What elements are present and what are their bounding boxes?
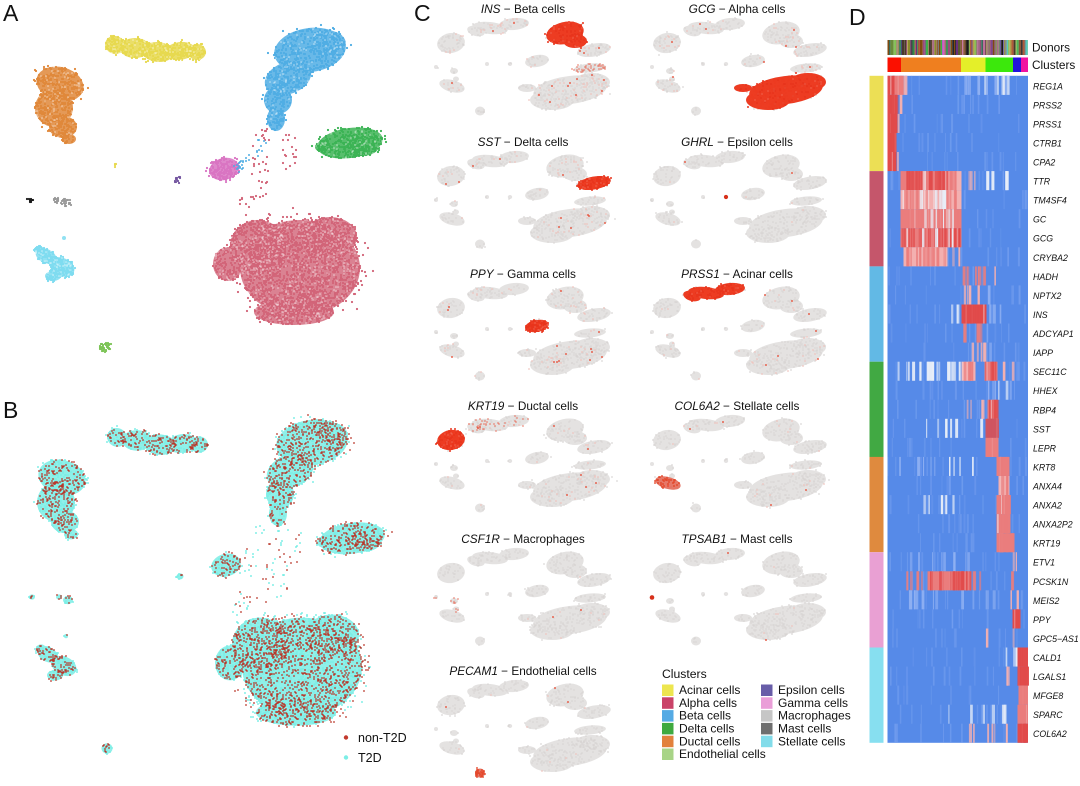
svg-text:Donors: Donors (1032, 41, 1070, 55)
svg-text:CTRB1: CTRB1 (1033, 139, 1062, 149)
svg-text:Ductal cells: Ductal cells (679, 734, 740, 748)
svg-text:ANXA2P2: ANXA2P2 (1032, 520, 1073, 530)
svg-text:Acinar cells: Acinar cells (679, 683, 740, 697)
svg-text:NPTX2: NPTX2 (1033, 291, 1061, 301)
svg-text:SEC11C: SEC11C (1033, 367, 1067, 377)
svg-text:GC: GC (1033, 215, 1047, 225)
svg-text:COL6A2: COL6A2 (1033, 729, 1067, 739)
svg-text:MEIS2: MEIS2 (1033, 596, 1060, 606)
svg-text:ETV1: ETV1 (1033, 558, 1055, 568)
svg-text:B: B (3, 397, 18, 423)
svg-text:Clusters: Clusters (1032, 58, 1075, 72)
svg-text:INS: INS (1033, 310, 1048, 320)
svg-text:A: A (3, 0, 19, 26)
svg-text:non-T2D: non-T2D (358, 731, 407, 745)
svg-text:TM4SF4: TM4SF4 (1033, 196, 1067, 206)
svg-text:GCG: GCG (1033, 234, 1053, 244)
svg-text:LGALS1: LGALS1 (1033, 672, 1066, 682)
svg-text:SST − Delta cells: SST − Delta cells (478, 135, 569, 149)
svg-text:REG1A: REG1A (1033, 81, 1063, 91)
svg-text:Beta cells: Beta cells (679, 709, 731, 723)
svg-text:GPC5−AS1: GPC5−AS1 (1033, 634, 1079, 644)
svg-text:Mast cells: Mast cells (778, 722, 831, 736)
svg-text:KRT8: KRT8 (1033, 462, 1055, 472)
svg-text:ANXA4: ANXA4 (1032, 482, 1062, 492)
svg-text:MFGE8: MFGE8 (1033, 691, 1063, 701)
svg-text:D: D (849, 4, 866, 30)
svg-text:KRT19: KRT19 (1033, 539, 1060, 549)
svg-text:Gamma cells: Gamma cells (778, 696, 848, 710)
svg-text:Stellate cells: Stellate cells (778, 734, 845, 748)
svg-text:TPSAB1 − Mast cells: TPSAB1 − Mast cells (681, 532, 792, 546)
svg-text:KRT19 − Ductal cells: KRT19 − Ductal cells (468, 399, 578, 413)
svg-text:LEPR: LEPR (1033, 443, 1057, 453)
svg-text:HHEX: HHEX (1033, 386, 1059, 396)
svg-text:T2D: T2D (358, 751, 382, 765)
svg-text:COL6A2 − Stellate cells: COL6A2 − Stellate cells (675, 399, 800, 413)
svg-text:IAPP: IAPP (1033, 348, 1053, 358)
svg-text:PPY: PPY (1033, 615, 1052, 625)
svg-text:TTR: TTR (1033, 177, 1051, 187)
svg-text:GCG − Alpha cells: GCG − Alpha cells (689, 2, 786, 16)
svg-text:PECAM1 − Endothelial cells: PECAM1 − Endothelial cells (449, 664, 596, 678)
svg-text:PRSS1: PRSS1 (1033, 119, 1062, 129)
svg-text:CALD1: CALD1 (1033, 653, 1061, 663)
svg-text:PCSK1N: PCSK1N (1033, 577, 1069, 587)
svg-text:Epsilon cells: Epsilon cells (778, 683, 845, 697)
svg-text:SPARC: SPARC (1033, 710, 1063, 720)
svg-text:C: C (414, 0, 431, 26)
svg-text:CRYBA2: CRYBA2 (1033, 253, 1068, 263)
svg-text:PPY − Gamma cells: PPY − Gamma cells (470, 267, 576, 281)
svg-text:PRSS2: PRSS2 (1033, 100, 1062, 110)
svg-text:Endothelial cells: Endothelial cells (679, 747, 766, 761)
svg-text:ANXA2: ANXA2 (1032, 501, 1062, 511)
svg-text:INS − Beta cells: INS − Beta cells (481, 2, 565, 16)
svg-text:CSF1R − Macrophages: CSF1R − Macrophages (461, 532, 585, 546)
svg-text:ADCYAP1: ADCYAP1 (1032, 329, 1074, 339)
svg-text:Macrophages: Macrophages (778, 709, 851, 723)
svg-text:RBP4: RBP4 (1033, 405, 1056, 415)
svg-text:SST: SST (1033, 424, 1051, 434)
svg-text:GHRL − Epsilon cells: GHRL − Epsilon cells (681, 135, 793, 149)
svg-text:Alpha cells: Alpha cells (679, 696, 737, 710)
svg-text:Delta cells: Delta cells (679, 722, 734, 736)
svg-text:Clusters: Clusters (662, 667, 707, 681)
svg-text:PRSS1 − Acinar cells: PRSS1 − Acinar cells (681, 267, 793, 281)
svg-text:HADH: HADH (1033, 272, 1059, 282)
svg-text:CPA2: CPA2 (1033, 158, 1055, 168)
